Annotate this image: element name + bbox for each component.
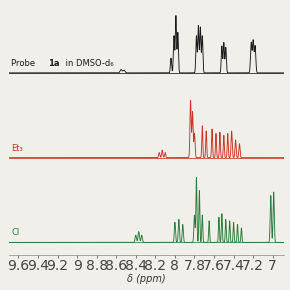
Text: Et₃: Et₃ <box>11 144 23 153</box>
Text: Probe: Probe <box>11 59 38 68</box>
X-axis label: δ (ppm): δ (ppm) <box>127 274 166 284</box>
Text: Cl: Cl <box>11 229 20 238</box>
Text: in DMSO-d₆: in DMSO-d₆ <box>63 59 114 68</box>
Text: 1a: 1a <box>48 59 59 68</box>
